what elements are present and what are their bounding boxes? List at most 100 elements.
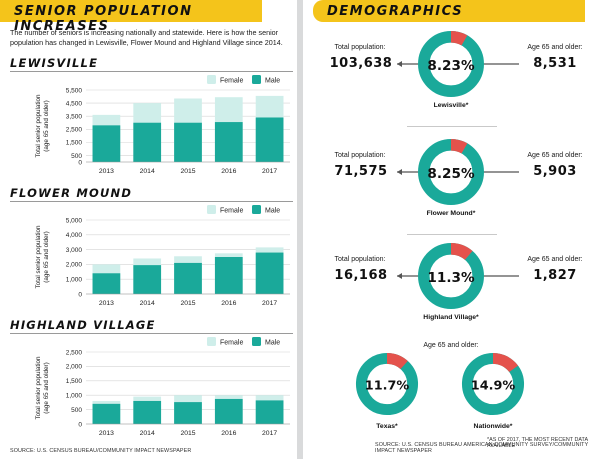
chart-rule [10, 71, 293, 72]
intro-text: The number of seniors is increasing nati… [10, 28, 283, 47]
y-tick-label: 4,000 [66, 232, 83, 239]
nationwide-label: Nationwide* [473, 423, 513, 430]
row-divider [407, 126, 497, 127]
y-tick-label: 1,000 [66, 393, 83, 400]
row-arrows [397, 61, 519, 67]
y-axis-label: Total senior population(age 65 and older… [35, 94, 50, 158]
x-tick-label: 2017 [262, 168, 277, 175]
bar-male [174, 122, 202, 162]
legend-female-label: Female [220, 208, 243, 215]
city-ring-chart: 8.23% [418, 31, 484, 97]
y-tick-label: 500 [71, 153, 82, 160]
highland-village-bar-chart: Female Male 0 500 1,000 1,500 2,000 2,500 Total … [35, 337, 290, 437]
x-tick-label: 2015 [180, 300, 195, 307]
x-tick-label: 2016 [221, 430, 236, 437]
total-population-label: Total population: [334, 44, 386, 51]
ring-percent-label: 11.7% [365, 378, 410, 393]
y-tick-label: 1,500 [66, 140, 83, 147]
x-tick-label: 2017 [262, 430, 277, 437]
y-tick-label: 0 [78, 291, 82, 298]
chart-rule [10, 201, 293, 202]
total-population-value: 71,575 [334, 164, 388, 179]
age65-label: Age 65 and older: [527, 256, 583, 263]
age65-value: 5,903 [533, 164, 577, 179]
x-tick-label: 2015 [180, 430, 195, 437]
left-source-footer: SOURCE: U.S. CENSUS BUREAU/COMMUNITY IMP… [10, 448, 192, 454]
bar-male [255, 252, 284, 294]
senior-population-panel: SENIOR POPULATION INCREASES The number o… [0, 0, 297, 459]
bar-male [92, 125, 121, 162]
legend-female-label: Female [220, 78, 243, 85]
chart-legend: Female Male [207, 75, 280, 85]
bar-male [214, 122, 243, 162]
x-tick-label: 2013 [99, 300, 114, 307]
right-source-footer: SOURCE: U.S. CENSUS BUREAU AMERICAN COMM… [375, 442, 589, 454]
x-tick-label: 2017 [262, 300, 277, 307]
ring-highlight-arc [492, 352, 518, 373]
y-tick-label: 3,500 [66, 113, 83, 120]
y-tick-label: 2,500 [66, 127, 83, 134]
y-tick-label: 1,500 [66, 378, 83, 385]
city-name-label: Lewisville* [433, 102, 469, 109]
data-footnote: *AS OF 2017, THE MOST RECENT DATA AVAILA… [487, 437, 588, 449]
bar-male [174, 262, 202, 294]
ring-highlight-arc [450, 243, 473, 261]
arrow-left-head [397, 169, 402, 175]
texas-label: Texas* [376, 423, 398, 430]
senior-population-banner: SENIOR POPULATION INCREASES [0, 0, 262, 34]
city-row: Total population: 103,638 Age 65 and older… [303, 26, 600, 127]
city-ring-chart: 8.25% [418, 139, 484, 205]
y-tick-label: 5,500 [66, 87, 83, 94]
y-tick-label: 5,000 [66, 217, 83, 224]
demographics-banner: DEMOGRAPHICS [313, 0, 585, 22]
age65-label: Age 65 and older: [527, 44, 583, 51]
chart-legend: Female Male [207, 337, 280, 347]
chart-title-flower-mound: FLOWER MOUND [10, 186, 133, 200]
texas-ring-chart: 11.7% [355, 352, 419, 416]
legend-male-swatch [252, 205, 261, 214]
city-row: Total population: 16,168 Age 65 and older:… [303, 238, 600, 338]
age65-comparison-label: Age 65 and older: [423, 342, 479, 349]
total-population-value: 103,638 [329, 56, 393, 71]
demographics-panel: DEMOGRAPHICS Total population: 103,638 Age… [303, 0, 600, 459]
x-tick-label: 2016 [221, 168, 236, 175]
legend-female-swatch [207, 75, 216, 84]
y-tick-label: 4,500 [66, 100, 83, 107]
bar-male [133, 265, 162, 294]
ring-percent-label: 8.25% [427, 166, 475, 182]
x-tick-label: 2014 [140, 300, 155, 307]
bar-male [133, 122, 162, 162]
age65-value: 1,827 [533, 268, 577, 283]
row-arrows [397, 169, 519, 175]
total-population-label: Total population: [334, 256, 386, 263]
age65-value: 8,531 [533, 56, 577, 71]
y-tick-label: 0 [78, 159, 82, 166]
x-tick-label: 2013 [99, 168, 114, 175]
banner-title: SENIOR POPULATION INCREASES [14, 4, 193, 34]
banner-title: DEMOGRAPHICS [327, 4, 464, 19]
arrow-left-head [397, 61, 402, 67]
city-name-label: Highland Village* [423, 314, 479, 321]
panel-gutter [297, 0, 303, 459]
legend-male-swatch [252, 337, 261, 346]
y-tick-label: 2,000 [66, 262, 83, 269]
y-tick-label: 500 [71, 407, 82, 414]
age65-label: Age 65 and older: [527, 152, 583, 159]
y-tick-label: 1,000 [66, 277, 83, 284]
legend-male-label: Male [265, 78, 280, 85]
legend-male-label: Male [265, 340, 280, 347]
total-population-value: 16,168 [334, 268, 388, 283]
y-tick-label: 2,500 [66, 349, 83, 356]
legend-female-label: Female [220, 340, 243, 347]
ring-percent-label: 11.3% [427, 270, 475, 286]
x-tick-label: 2015 [180, 168, 195, 175]
ring-highlight-arc [450, 31, 468, 46]
city-name-label: Flower Mound* [426, 210, 476, 217]
bar-male [92, 403, 121, 424]
ring-percent-label: 14.9% [471, 378, 516, 393]
y-tick-label: 3,000 [66, 247, 83, 254]
city-row: Total population: 71,575 Age 65 and older:… [303, 134, 600, 235]
chart-legend: Female Male [207, 205, 280, 215]
bar-male [133, 400, 162, 424]
